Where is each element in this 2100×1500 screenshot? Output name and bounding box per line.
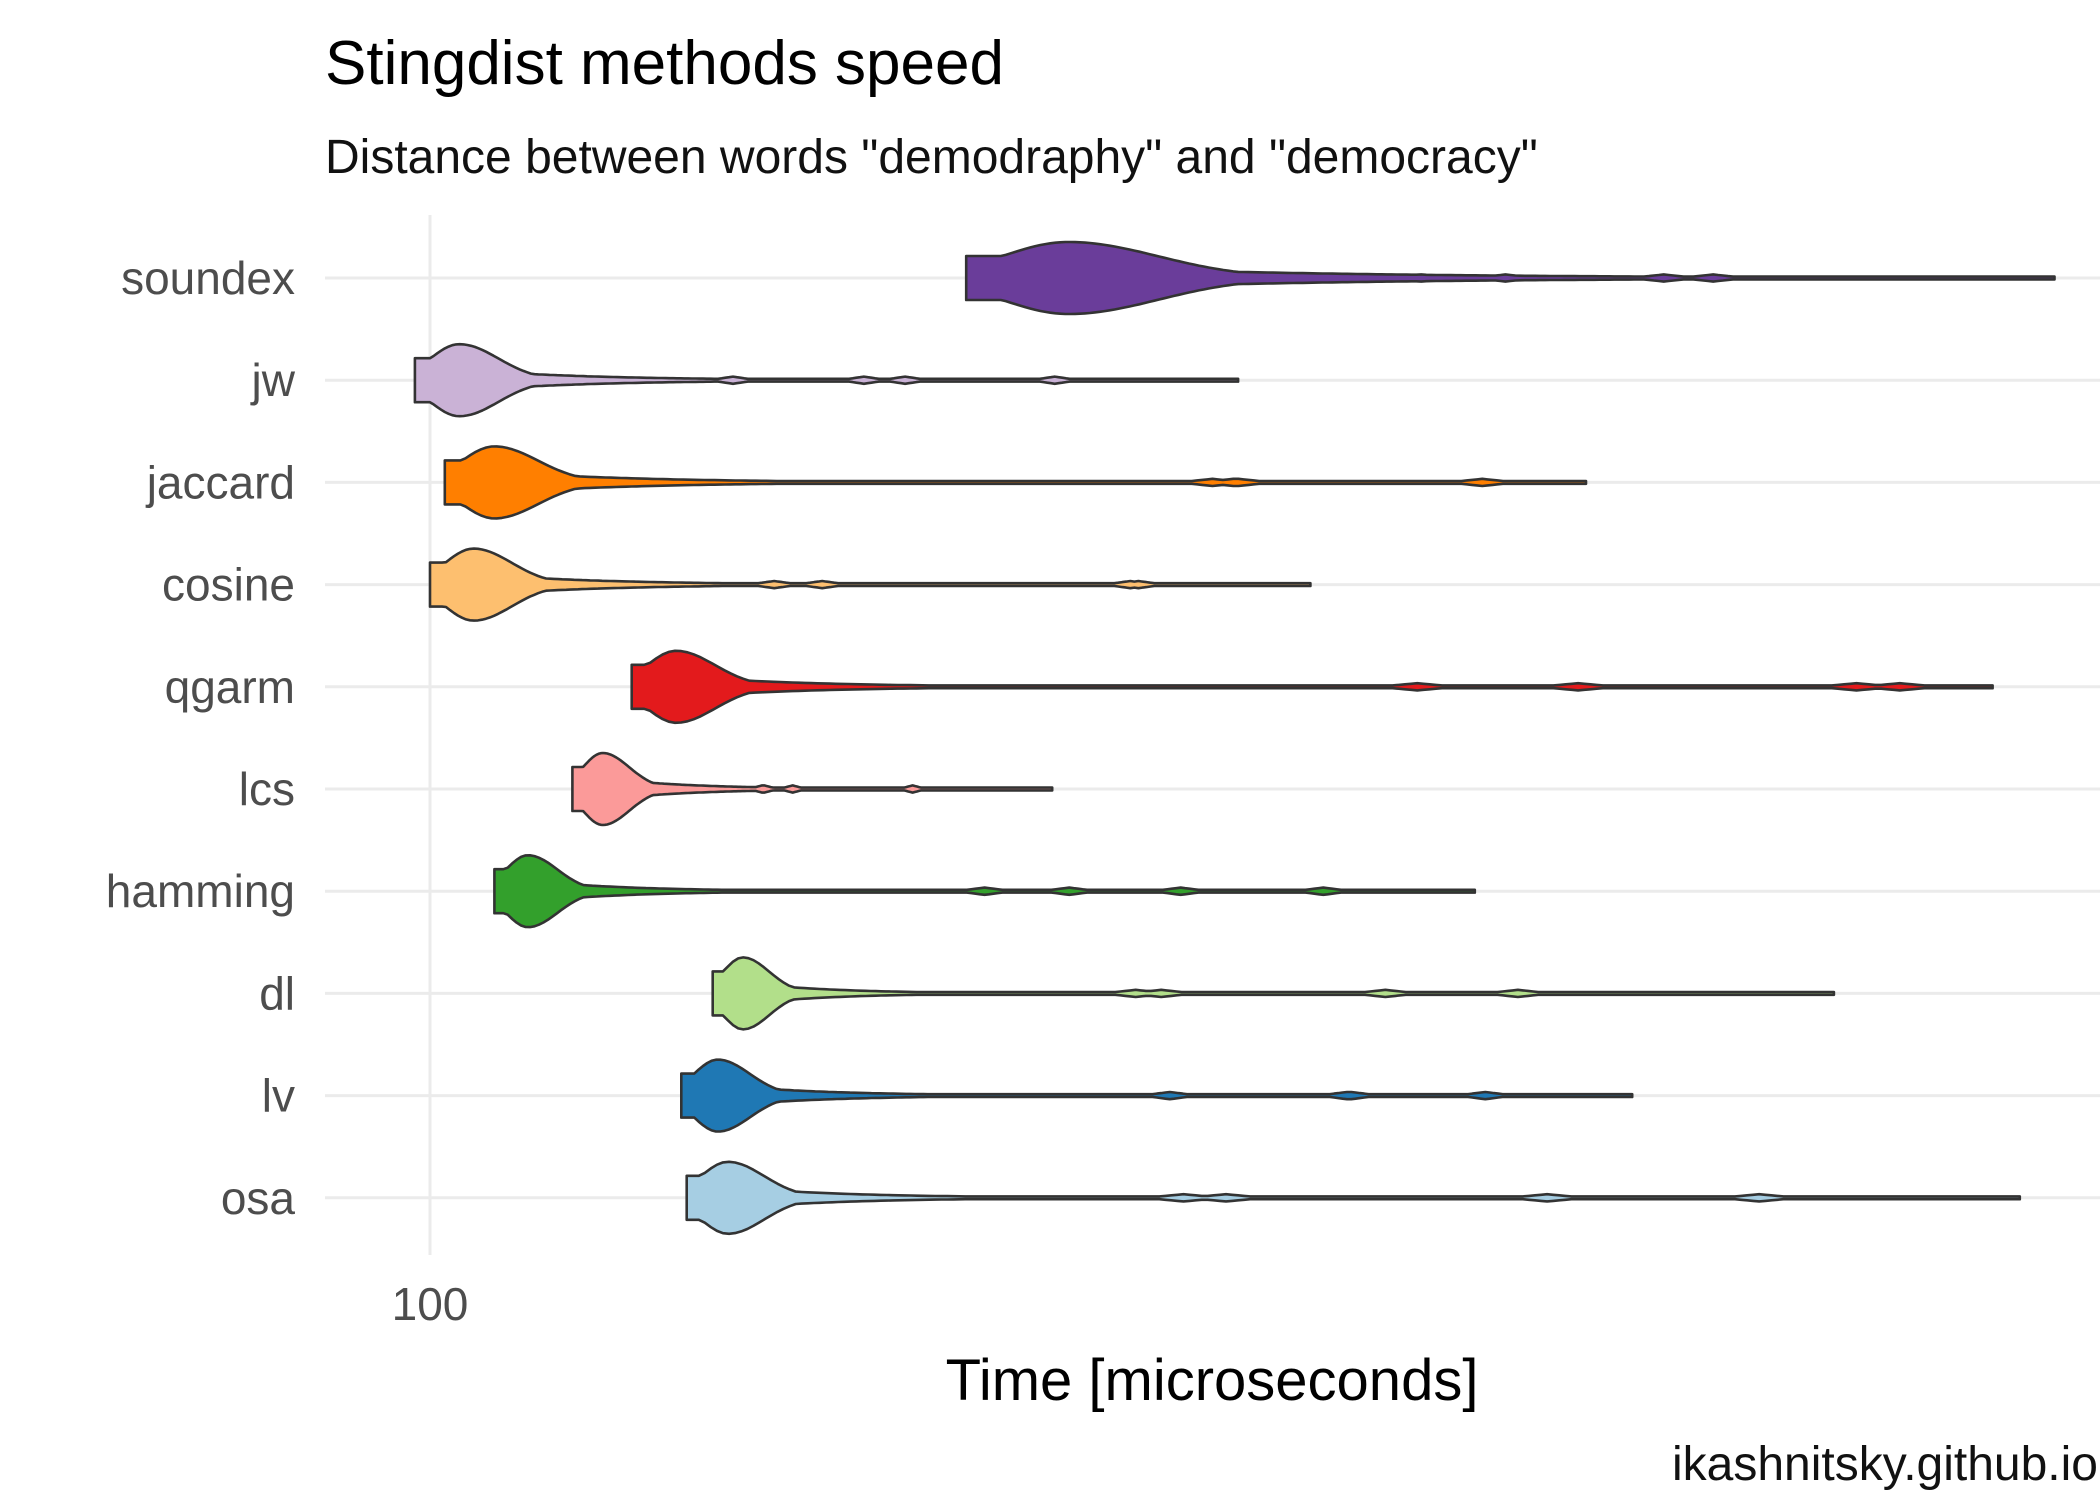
chart-title: Stingdist methods speed: [325, 29, 1004, 98]
violin-lv: [680, 1058, 1634, 1133]
grid: [325, 215, 2100, 1255]
y-tick-label: hamming: [106, 865, 295, 917]
chart-caption: ikashnitsky.github.io: [1672, 1438, 2098, 1491]
x-tick-label: 100: [392, 1278, 469, 1330]
violin-osa: [685, 1160, 2022, 1236]
chart-subtitle: Distance between words "demodraphy" and …: [325, 131, 1538, 184]
y-tick-label: lv: [262, 1070, 295, 1122]
y-tick-label: jaccard: [145, 456, 295, 508]
x-axis-title: Time [microseconds]: [946, 1348, 1479, 1413]
violin-lcs: [571, 751, 1054, 827]
violin-hamming: [493, 854, 1477, 929]
y-tick-label: lcs: [239, 763, 295, 815]
violins: [413, 240, 2056, 1236]
y-tick-label: jw: [250, 354, 296, 406]
violin-soundex: [964, 240, 2056, 316]
violin-jw: [413, 342, 1240, 418]
y-tick-label: cosine: [162, 559, 295, 611]
violin-qgarm: [630, 649, 1994, 725]
violin-jaccard: [443, 445, 1588, 520]
violin-dl: [711, 956, 1836, 1031]
y-axis-ticks: soundex jw jaccard cosine qgarm lcs hamming dl l…: [106, 252, 296, 1224]
y-tick-label: qgarm: [165, 661, 295, 713]
y-tick-label: osa: [221, 1172, 296, 1224]
y-tick-label: dl: [259, 967, 295, 1019]
y-tick-label: soundex: [121, 252, 295, 304]
x-axis-ticks: 100: [392, 1278, 469, 1330]
violin-cosine: [428, 547, 1312, 622]
